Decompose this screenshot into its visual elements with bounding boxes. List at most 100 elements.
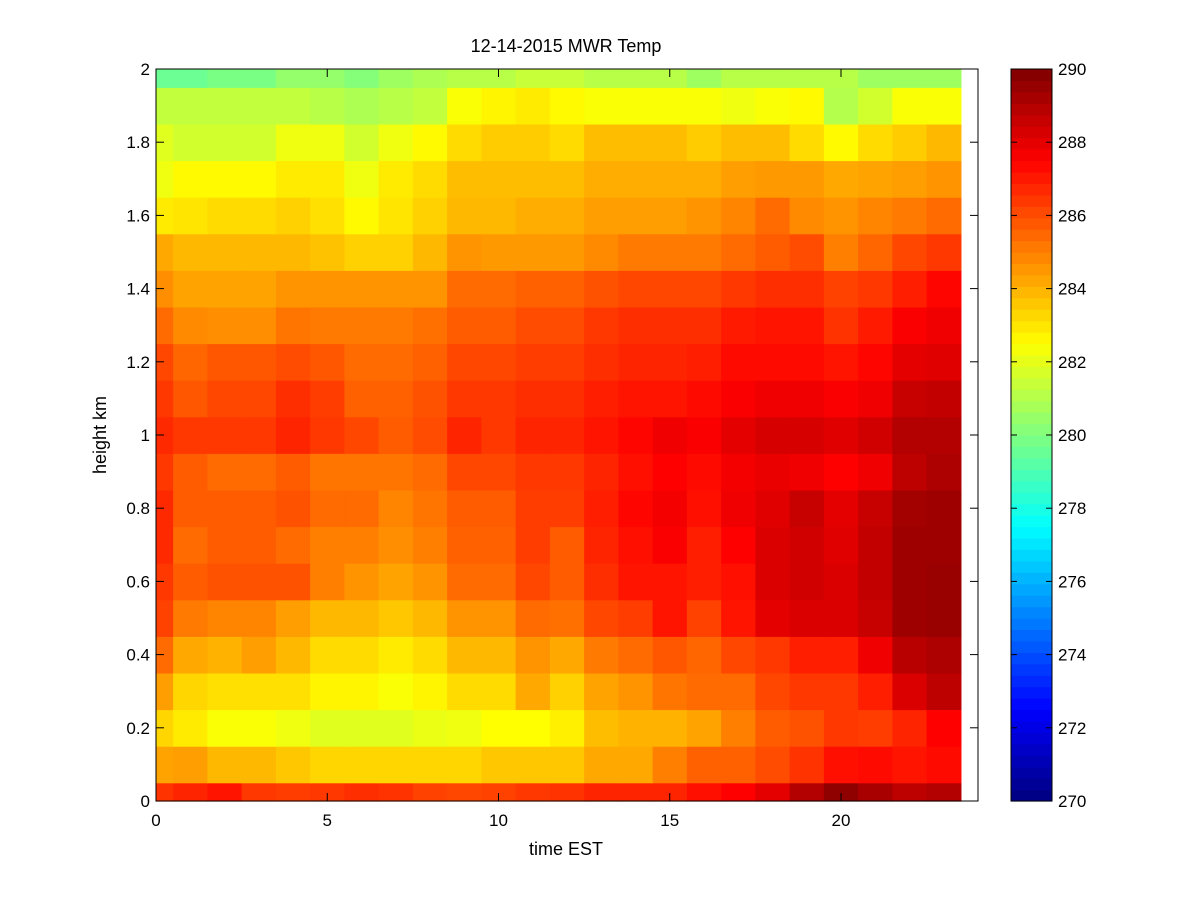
heatmap-cell: [207, 233, 243, 271]
heatmap-cell: [926, 563, 962, 601]
heatmap-cell: [378, 563, 414, 601]
heatmap-cell: [481, 69, 517, 88]
heatmap-cell: [652, 672, 688, 711]
heatmap-cell: [344, 160, 380, 198]
heatmap-cell: [652, 636, 688, 674]
colorbar-segment: [1011, 469, 1052, 482]
heatmap-cell: [892, 343, 928, 381]
y-tick-label: 1.4: [126, 280, 150, 299]
heatmap-cell: [652, 453, 688, 491]
heatmap-cell: [755, 160, 791, 198]
heatmap-cell: [412, 69, 448, 88]
heatmap-cell: [892, 123, 928, 162]
heatmap-cell: [823, 197, 859, 235]
heatmap-cell: [823, 782, 859, 802]
heatmap-cell: [378, 123, 414, 162]
heatmap-cell: [412, 526, 448, 564]
colorbar-segment: [1011, 663, 1052, 676]
heatmap-cell: [156, 270, 174, 308]
heatmap-cell: [618, 197, 654, 235]
colorbar-segment: [1011, 709, 1052, 722]
heatmap-cell: [207, 672, 243, 711]
heatmap-cell: [344, 306, 380, 345]
heatmap-cell: [173, 380, 208, 418]
heatmap-cell: [241, 343, 277, 381]
heatmap-cell: [926, 306, 962, 345]
y-tick-label: 0.8: [126, 499, 150, 518]
y-tick-label: 1.6: [126, 206, 150, 225]
heatmap-cell: [858, 197, 893, 235]
heatmap-cell: [549, 563, 585, 601]
heatmap-cell: [481, 489, 517, 528]
heatmap-cell: [618, 416, 654, 454]
heatmap-cell: [789, 160, 825, 198]
heatmap-cell: [378, 453, 414, 491]
heatmap-cell: [241, 416, 277, 454]
heatmap-cell: [344, 69, 380, 88]
heatmap-cell: [275, 636, 311, 674]
heatmap-cell: [241, 782, 277, 802]
heatmap-cell: [412, 233, 448, 271]
heatmap-cell: [378, 489, 414, 528]
heatmap-cell: [549, 782, 585, 802]
heatmap-cell: [892, 69, 928, 88]
heatmap-cell: [241, 380, 277, 418]
heatmap-cell: [721, 380, 756, 418]
colorbar-segment: [1011, 114, 1052, 127]
heatmap-cell: [652, 380, 688, 418]
heatmap-cell: [686, 123, 722, 162]
colorbar-segment: [1011, 171, 1052, 184]
heatmap-cell: [549, 746, 585, 784]
heatmap-cell: [686, 709, 722, 747]
heatmap-cell: [207, 160, 243, 198]
colorbar-segment: [1011, 217, 1052, 230]
heatmap-cell: [344, 563, 380, 601]
heatmap-cell: [892, 709, 928, 747]
heatmap-cell: [858, 636, 893, 674]
chart-title: 12-14-2015 MWR Temp: [471, 36, 662, 56]
heatmap-cell: [156, 599, 174, 637]
heatmap-cell: [549, 343, 585, 381]
colorbar-segment: [1011, 389, 1052, 402]
colorbar-segment: [1011, 435, 1052, 448]
heatmap-cell: [156, 782, 174, 802]
heatmap-cell: [755, 526, 791, 564]
heatmap-cell: [618, 343, 654, 381]
y-axis-label: height km: [90, 396, 110, 474]
heatmap-cell: [515, 599, 551, 637]
heatmap-cell: [275, 270, 311, 308]
heatmap-cell: [156, 87, 174, 125]
heatmap-cell: [515, 380, 551, 418]
heatmap-cell: [618, 87, 654, 125]
heatmap-cell: [584, 416, 619, 454]
colorbar-segment: [1011, 160, 1052, 173]
heatmap-cell: [926, 343, 962, 381]
heatmap-cell: [823, 672, 859, 711]
colorbar-segment: [1011, 183, 1052, 196]
colorbar-tick-label: 274: [1058, 646, 1086, 665]
heatmap-cell: [481, 197, 517, 235]
heatmap-cell: [173, 599, 208, 637]
heatmap-cell: [652, 306, 688, 345]
heatmap-cell: [207, 123, 243, 162]
heatmap-cell: [241, 563, 277, 601]
heatmap-cell: [652, 709, 688, 747]
colorbar-tick-label: 284: [1058, 280, 1086, 299]
y-tick-label: 1: [141, 426, 150, 445]
heatmap-cell: [584, 69, 619, 88]
heatmap-cell: [789, 489, 825, 528]
heatmap-cell: [412, 87, 448, 125]
heatmap-cell: [310, 489, 345, 528]
heatmap-cell: [721, 672, 756, 711]
heatmap-cell: [156, 709, 174, 747]
x-axis: 0 5 10 15 20: [151, 69, 850, 830]
heatmap-cell: [344, 746, 380, 784]
colorbar-segment: [1011, 309, 1052, 322]
heatmap-cell: [652, 233, 688, 271]
colorbar: 270 272 274 276 278 280 282 284 286 288 290: [1010, 60, 1086, 811]
heatmap-cell: [412, 563, 448, 601]
heatmap-cell: [926, 87, 962, 125]
heatmap-cell: [515, 782, 551, 802]
colorbar-segment: [1011, 640, 1052, 653]
x-tick-label: 20: [832, 811, 851, 830]
